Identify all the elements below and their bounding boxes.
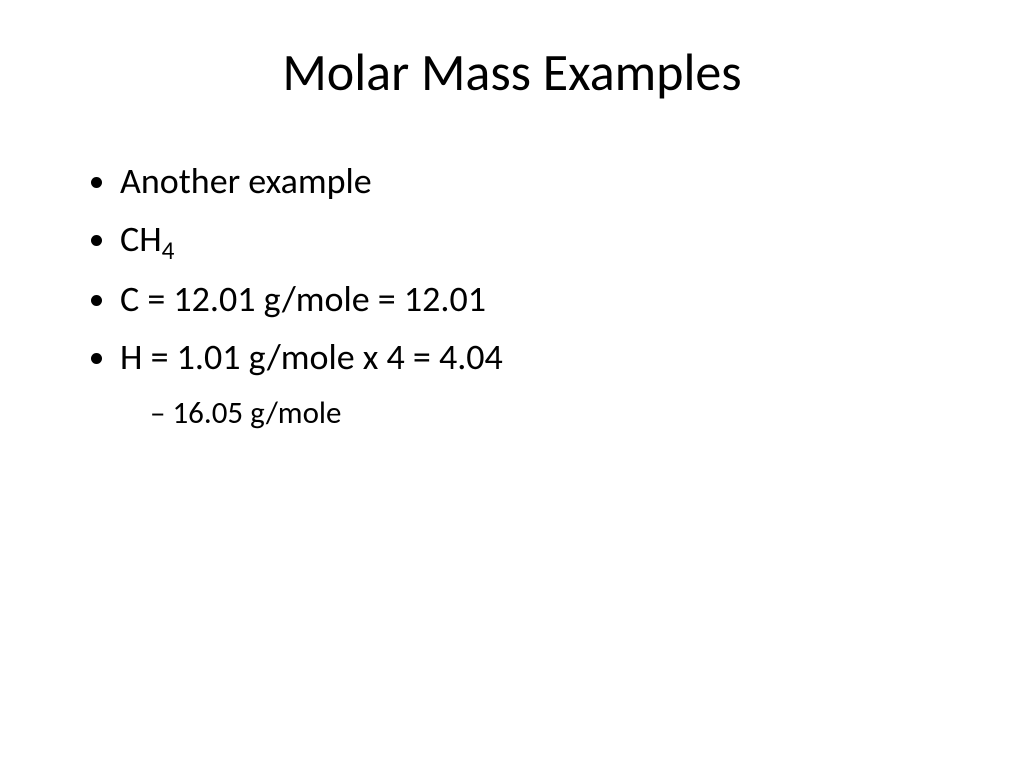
slide-container: Molar Mass Examples Another example CH4 … [0,0,1024,768]
slide-content: Another example CH4 C = 12.01 g/mole = 1… [50,154,974,436]
bullet-text-pre: CH [120,217,162,261]
sub-bullet-list: 16.05 g/mole [120,390,974,437]
bullet-item: H = 1.01 g/mole x 4 = 4.04 16.05 g/mole [120,330,974,436]
bullet-item: C = 12.01 g/mole = 12.01 [120,272,974,328]
bullet-item: CH4 [120,212,974,270]
bullet-text: H = 1.01 g/mole x 4 = 4.04 [120,335,503,379]
sub-bullet-item: 16.05 g/mole [150,390,974,437]
slide-title: Molar Mass Examples [50,40,974,104]
subscript: 4 [162,235,175,266]
bullet-item: Another example [120,154,974,210]
bullet-list: Another example CH4 C = 12.01 g/mole = 1… [90,154,974,436]
